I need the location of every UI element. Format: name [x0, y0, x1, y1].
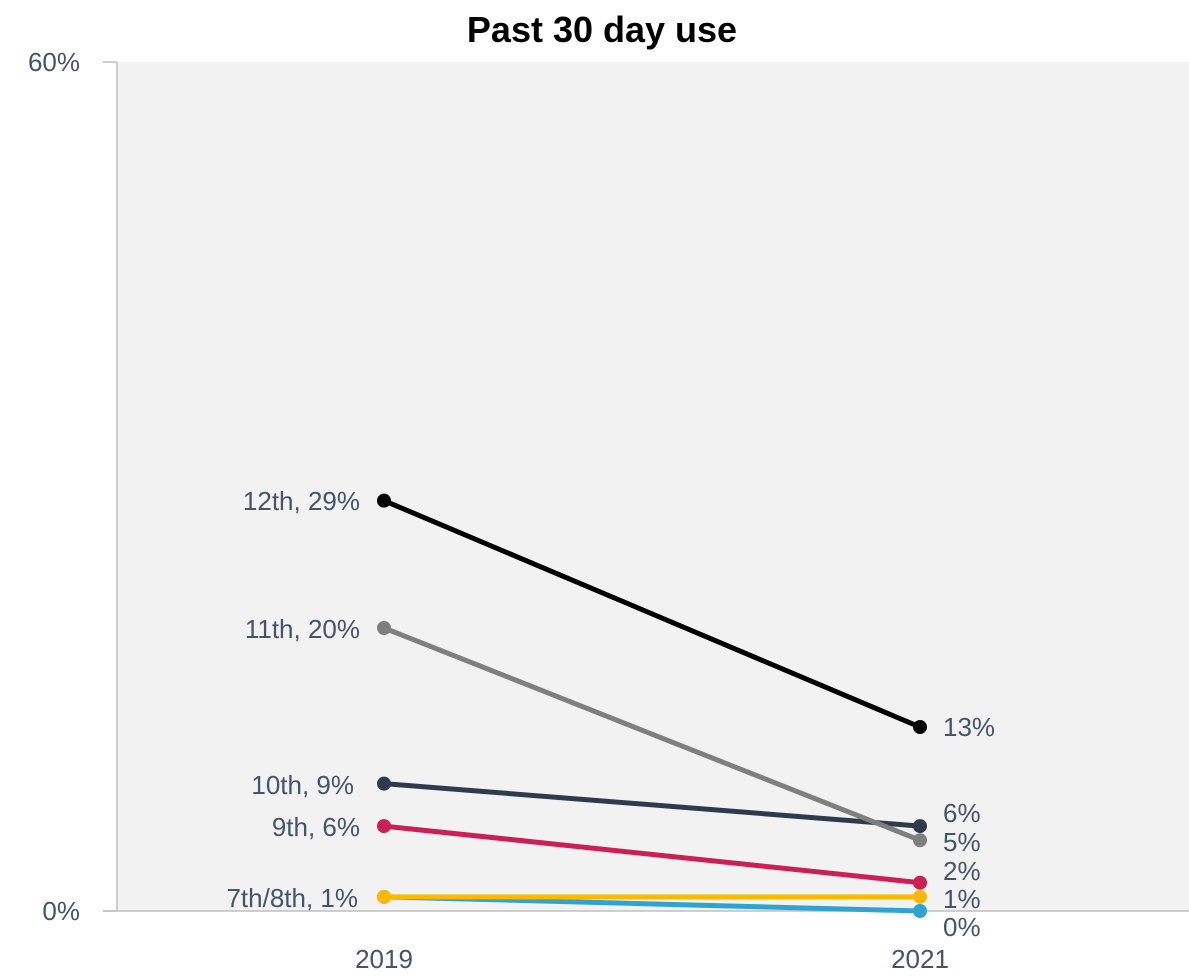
start-data-label: 12th, 29%: [243, 486, 360, 516]
data-point: [377, 776, 391, 791]
y-tick-label: 60%: [28, 47, 80, 77]
end-data-label: 0%: [943, 912, 981, 942]
series-10th: [377, 776, 927, 834]
series-line: [381, 498, 923, 730]
x-axis-ticks: 2019 2021: [355, 944, 949, 974]
data-point: [913, 720, 927, 735]
start-data-label: 10th, 9%: [251, 770, 354, 800]
plot-area: [117, 62, 1189, 911]
series-9th: [377, 819, 927, 890]
end-data-label: 13%: [943, 712, 995, 742]
chart-title: Past 30 day use: [467, 9, 737, 50]
data-point: [377, 889, 391, 904]
series-12th: [377, 493, 927, 735]
data-point: [913, 889, 927, 904]
end-data-label: 1%: [943, 884, 981, 914]
data-point: [913, 875, 927, 890]
data-point: [377, 819, 391, 834]
x-tick-label: 2019: [355, 944, 413, 974]
data-labels: 12th, 29% 13% 11th, 20% 5% 10th, 9% 6% 9th, 6%…: [226, 486, 995, 942]
data-point: [913, 819, 927, 834]
series-line: [381, 823, 923, 886]
series-layer: [377, 493, 927, 918]
end-data-label: 6%: [943, 798, 981, 828]
y-axis-ticks: 0% 60%: [28, 47, 117, 926]
start-data-label: 7th/8th, 1%: [226, 883, 358, 913]
series-line: [381, 781, 923, 829]
series-line: [381, 625, 923, 843]
data-point: [377, 493, 391, 508]
x-tick-label: 2021: [891, 944, 949, 974]
end-data-label: 2%: [943, 856, 981, 886]
data-point: [913, 833, 927, 848]
start-data-label: 11th, 20%: [245, 614, 360, 644]
y-tick-label: 0%: [42, 896, 80, 926]
series-unlabeled: [377, 889, 927, 904]
data-point: [377, 621, 391, 635]
start-data-label: 9th, 6%: [272, 812, 360, 842]
data-point: [913, 904, 927, 918]
series-11th: [377, 621, 927, 848]
end-data-label: 5%: [943, 827, 981, 857]
